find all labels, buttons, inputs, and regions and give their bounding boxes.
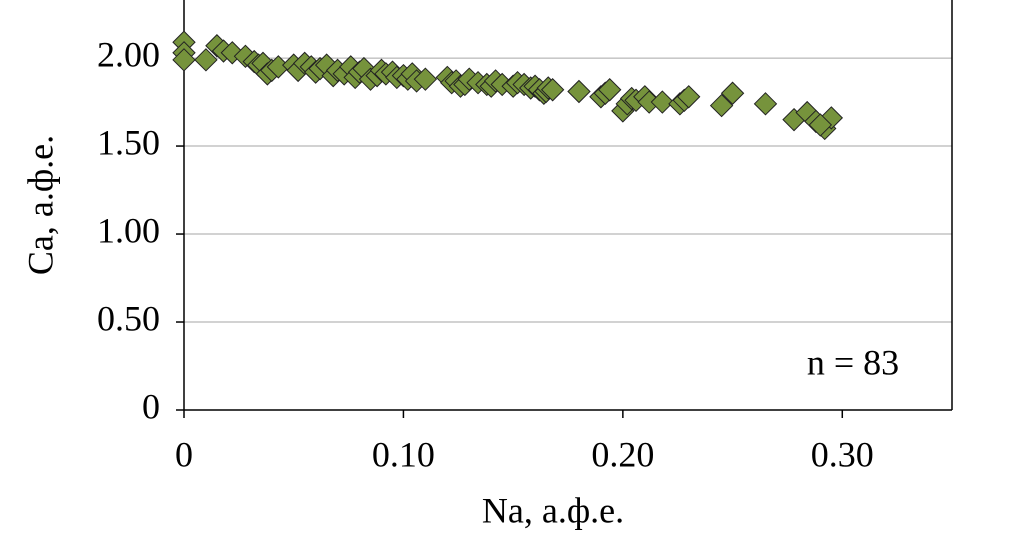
point	[753, 92, 778, 116]
y-tick-label: 1.00	[97, 210, 160, 250]
y-axis-label: Ca, а.ф.е.	[20, 135, 60, 275]
x-tick-label: 0.20	[591, 434, 654, 474]
y-tick-label: 1.50	[97, 122, 160, 162]
x-axis-label: Na, а.ф.е.	[482, 490, 624, 530]
point	[567, 79, 591, 104]
point	[808, 113, 833, 137]
point	[720, 81, 745, 105]
point	[650, 90, 675, 114]
y-tick-label: 2.00	[97, 34, 160, 74]
x-tick-label: 0.10	[372, 434, 435, 474]
point	[597, 78, 622, 102]
point	[540, 78, 565, 102]
point	[172, 48, 196, 72]
point	[709, 93, 734, 118]
point	[819, 106, 844, 130]
x-tick-label: 0	[175, 434, 193, 474]
point	[413, 67, 438, 91]
y-tick-label: 0.50	[97, 298, 160, 338]
annotation: n = 83	[807, 342, 899, 382]
point	[676, 85, 701, 109]
point	[194, 48, 218, 72]
x-tick-label: 0.30	[811, 434, 874, 474]
y-tick-label: 0	[142, 386, 160, 426]
